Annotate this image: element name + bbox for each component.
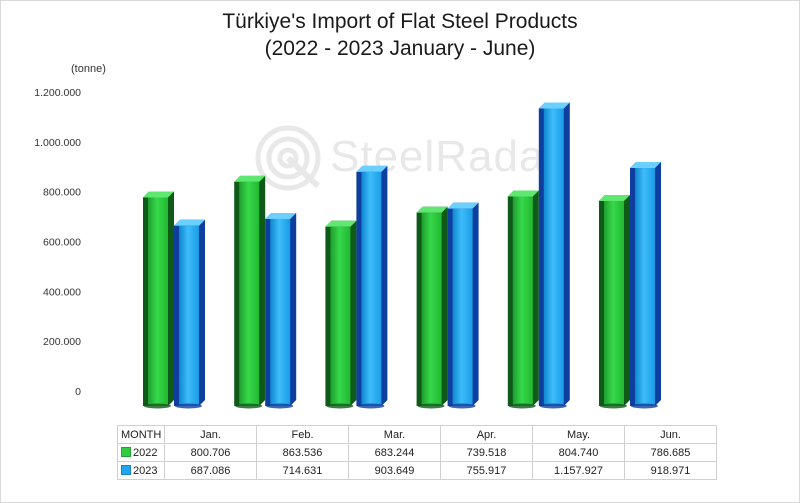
bar-chart: 0 200.000 400.000 600.000 800.000 1.000.000 1.… <box>34 87 661 409</box>
bar-top <box>143 191 174 198</box>
bar-2023-jan <box>174 219 205 409</box>
table-row-2022: 2022 800.706 863.536 683.244 739.518 804… <box>117 443 717 462</box>
table-header-month: Feb. <box>256 425 349 444</box>
table-cell: 800.706 <box>164 443 257 462</box>
bar-front <box>421 212 442 406</box>
table-row-2023: 2023 687.086 714.631 903.649 755.917 1.1… <box>117 461 717 480</box>
bar-base <box>144 403 171 409</box>
table-cell: 804.740 <box>532 443 625 462</box>
bar-base <box>266 403 294 409</box>
bar-top <box>325 220 357 227</box>
bar-top <box>416 206 448 213</box>
y-tick-label: 1.200.000 <box>34 87 81 99</box>
table-cell: 903.649 <box>348 461 441 480</box>
bar-base <box>448 403 476 409</box>
bar-2023-jun <box>630 162 661 409</box>
bar-top <box>447 202 479 209</box>
bar-2022-may <box>507 190 539 409</box>
bar-2022-feb <box>234 175 266 409</box>
legend-label-2022: 2022 <box>133 446 158 459</box>
bar-front <box>148 197 168 406</box>
y-tick-label: 200.000 <box>43 336 81 348</box>
bar-base <box>600 403 627 409</box>
y-tick-label: 400.000 <box>43 286 81 298</box>
bar-2022-apr <box>416 206 448 409</box>
bar-2022-jun <box>599 194 630 409</box>
table-cell: 786.685 <box>624 443 717 462</box>
table-cell: 863.536 <box>256 443 349 462</box>
bar-top <box>265 212 297 219</box>
bar-front <box>512 196 533 406</box>
chart-title-line1: Türkiye's Import of Flat Steel Products <box>222 10 578 33</box>
table-header-month: Jun. <box>624 425 717 444</box>
y-tick-label: 0 <box>75 386 81 398</box>
table-cell: 1.157.927 <box>532 461 625 480</box>
table-header-month: May. <box>532 425 625 444</box>
table-cell: 739.518 <box>440 443 533 462</box>
table-header-month: Apr. <box>440 425 533 444</box>
chart-title-line2: (2022 - 2023 January - June) <box>264 37 536 60</box>
bar-2023-feb <box>265 212 297 409</box>
bar-base <box>357 403 385 409</box>
bar-2023-mar <box>356 165 388 409</box>
bar-base <box>631 403 658 409</box>
bar-top <box>599 194 630 201</box>
table-header-row: MONTH Jan. Feb. Mar. Apr. May. Jun. <box>117 425 717 444</box>
bar-top <box>538 102 570 109</box>
bar-front <box>361 171 382 406</box>
y-axis-unit-label: (tonne) <box>71 63 106 75</box>
bar-top <box>234 175 266 182</box>
bar-front <box>330 226 351 406</box>
y-tick-label: 1.000.000 <box>34 137 81 149</box>
legend-swatch-2022 <box>121 446 131 457</box>
y-axis-ticks: 0 200.000 400.000 600.000 800.000 1.000.000 1.… <box>34 87 81 398</box>
bar-base <box>235 403 263 409</box>
bar-top <box>630 162 661 169</box>
table-cell: 714.631 <box>256 461 349 480</box>
y-tick-label: 800.000 <box>43 187 81 199</box>
bar-front <box>604 200 624 406</box>
legend-swatch-2023 <box>121 464 131 475</box>
bar-front <box>635 168 655 406</box>
bar-front <box>239 181 260 406</box>
bar-base <box>417 403 445 409</box>
legend-2023: 2023 <box>117 461 165 480</box>
table-cell: 918.971 <box>624 461 717 480</box>
bar-2023-apr <box>447 202 479 409</box>
bar-front <box>543 108 564 407</box>
bar-2022-mar <box>325 220 357 409</box>
table-cell: 755.917 <box>440 461 533 480</box>
radar-logo-icon <box>255 125 321 191</box>
bar-top <box>507 190 539 197</box>
bar-top <box>174 219 205 226</box>
table-cell: 687.086 <box>164 461 257 480</box>
table-header-month: Mar. <box>348 425 441 444</box>
bar-2022-jan <box>143 191 174 409</box>
legend-2022: 2022 <box>117 443 165 462</box>
legend-label-2023: 2023 <box>133 464 158 477</box>
table-header-month: Jan. <box>164 425 257 444</box>
bar-front <box>179 225 199 406</box>
bar-base <box>539 403 567 409</box>
bar-base <box>508 403 536 409</box>
bar-base <box>175 403 202 409</box>
table-cell: 683.244 <box>348 443 441 462</box>
bar-base <box>326 403 354 409</box>
y-tick-label: 600.000 <box>43 237 81 249</box>
data-table: MONTH Jan. Feb. Mar. Apr. May. Jun. 2022… <box>117 425 717 480</box>
bar-front <box>452 208 473 406</box>
bars <box>143 102 661 409</box>
bar-front <box>270 218 291 406</box>
bar-2023-may <box>538 102 570 409</box>
table-header-label: MONTH <box>117 425 165 444</box>
bar-top <box>356 165 388 172</box>
